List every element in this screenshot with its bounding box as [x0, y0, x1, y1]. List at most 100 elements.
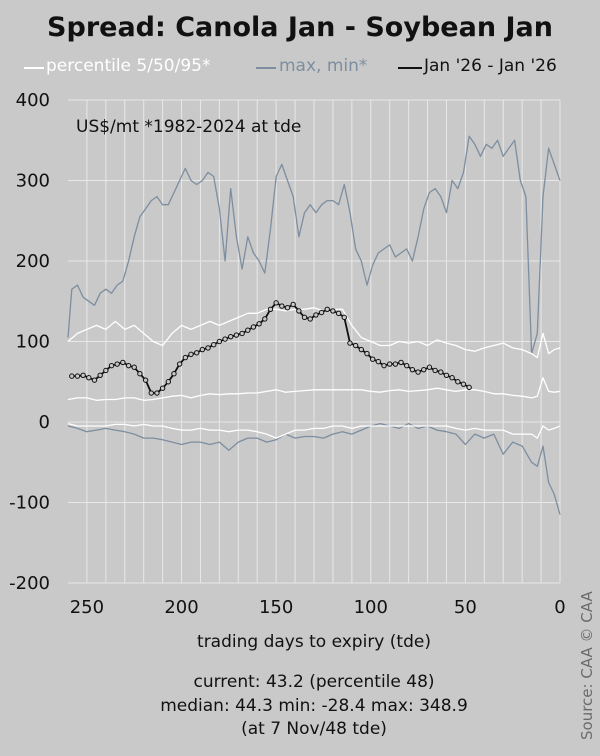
- current-point: [335, 310, 342, 317]
- current-point: [193, 350, 200, 356]
- current-point: [256, 321, 262, 327]
- current-point: [176, 361, 183, 367]
- grid: [68, 99, 561, 584]
- current-point: [443, 372, 450, 379]
- current-point: [398, 359, 404, 366]
- current-point: [171, 371, 177, 377]
- current-point: [91, 377, 98, 383]
- current-point: [250, 324, 257, 330]
- current-point: [273, 300, 279, 306]
- series-line-p5: [67, 422, 561, 439]
- current-point: [233, 332, 240, 338]
- current-point: [222, 336, 228, 342]
- current-point: [330, 308, 336, 314]
- y-tick-label: 100: [16, 332, 50, 353]
- current-point: [296, 308, 302, 314]
- current-point: [267, 306, 274, 312]
- x-axis-ticks: 250 200 150 100 50 0: [70, 597, 566, 618]
- current-point: [415, 369, 421, 375]
- current-point: [205, 345, 211, 351]
- y-axis-ticks: 400 300 200 100 0 -100 -200: [9, 90, 50, 594]
- current-point: [114, 361, 120, 367]
- current-point: [182, 354, 189, 361]
- current-point: [426, 364, 433, 370]
- current-point: [318, 309, 325, 316]
- current-point: [142, 377, 149, 383]
- current-point: [125, 362, 132, 369]
- current-point: [455, 379, 461, 385]
- current-point: [404, 362, 410, 369]
- current-point: [324, 306, 330, 312]
- stat-current: current: 43.2 (percentile 48): [193, 672, 435, 692]
- current-point: [199, 346, 206, 353]
- current-point: [69, 373, 75, 379]
- series-group: [67, 135, 561, 515]
- current-point: [188, 351, 194, 358]
- current-point: [137, 371, 143, 377]
- current-point: [290, 301, 296, 308]
- current-point: [438, 369, 444, 375]
- current-point: [386, 361, 393, 367]
- current-point: [211, 342, 217, 348]
- series-line-max: [67, 135, 561, 355]
- stat-date: (at 7 Nov/48 tde): [241, 719, 387, 739]
- current-point: [262, 316, 268, 322]
- current-point: [449, 375, 455, 381]
- legend-swatch-max-min: [256, 67, 276, 69]
- current-point: [159, 385, 166, 391]
- current-point: [108, 362, 115, 369]
- y-tick-label: -100: [9, 493, 50, 514]
- x-tick-label: 50: [454, 597, 477, 618]
- current-point: [165, 379, 171, 385]
- current-point: [216, 338, 223, 345]
- current-point: [352, 342, 359, 349]
- current-point: [86, 375, 92, 381]
- current-point: [381, 362, 387, 369]
- current-point: [103, 367, 109, 374]
- current-point: [369, 356, 376, 362]
- current-point: [131, 364, 137, 370]
- series-line-min: [67, 422, 561, 515]
- current-point: [154, 390, 160, 396]
- y-tick-label: 300: [16, 171, 50, 192]
- current-point: [375, 358, 382, 365]
- current-point: [80, 372, 86, 379]
- current-point: [148, 390, 154, 396]
- current-point: [392, 361, 399, 367]
- current-point: [74, 373, 81, 379]
- legend-label-current: Jan '26 - Jan '26: [424, 56, 557, 76]
- current-point: [432, 367, 438, 374]
- current-point: [460, 381, 467, 387]
- current-point: [313, 312, 319, 318]
- x-tick-label: 100: [354, 597, 388, 618]
- current-point: [307, 316, 313, 322]
- y-tick-label: 0: [39, 412, 50, 433]
- y-tick-label: 200: [16, 251, 50, 272]
- legend-label-max-min: max, min*: [279, 56, 368, 76]
- current-point: [284, 304, 291, 311]
- current-point: [466, 384, 472, 391]
- legend: percentile 5/50/95* max, min* Jan '26 - …: [0, 56, 600, 80]
- legend-swatch-current: [398, 67, 422, 69]
- chart-title: Spread: Canola Jan - Soybean Jan: [47, 12, 553, 43]
- current-point: [97, 372, 103, 379]
- x-axis-label: trading days to expiry (tde): [197, 632, 431, 652]
- current-point: [239, 330, 245, 337]
- current-point: [228, 333, 234, 340]
- current-point: [347, 340, 353, 346]
- y-tick-label: 400: [16, 90, 50, 111]
- x-tick-label: 150: [259, 597, 293, 618]
- current-point: [120, 359, 126, 366]
- legend-label-percentile: percentile 5/50/95*: [46, 56, 211, 76]
- y-tick-label: -200: [9, 573, 50, 594]
- current-point: [245, 327, 251, 333]
- stat-extremes: median: 44.3 min: -28.4 max: 348.9: [160, 696, 468, 716]
- unit-note: US$/mt *1982-2024 at tde: [76, 117, 301, 137]
- current-point: [409, 366, 416, 373]
- x-tick-label: 250: [70, 597, 104, 618]
- current-point: [358, 346, 365, 353]
- current-point: [279, 303, 285, 309]
- current-point: [341, 314, 347, 321]
- current-point: [301, 314, 308, 321]
